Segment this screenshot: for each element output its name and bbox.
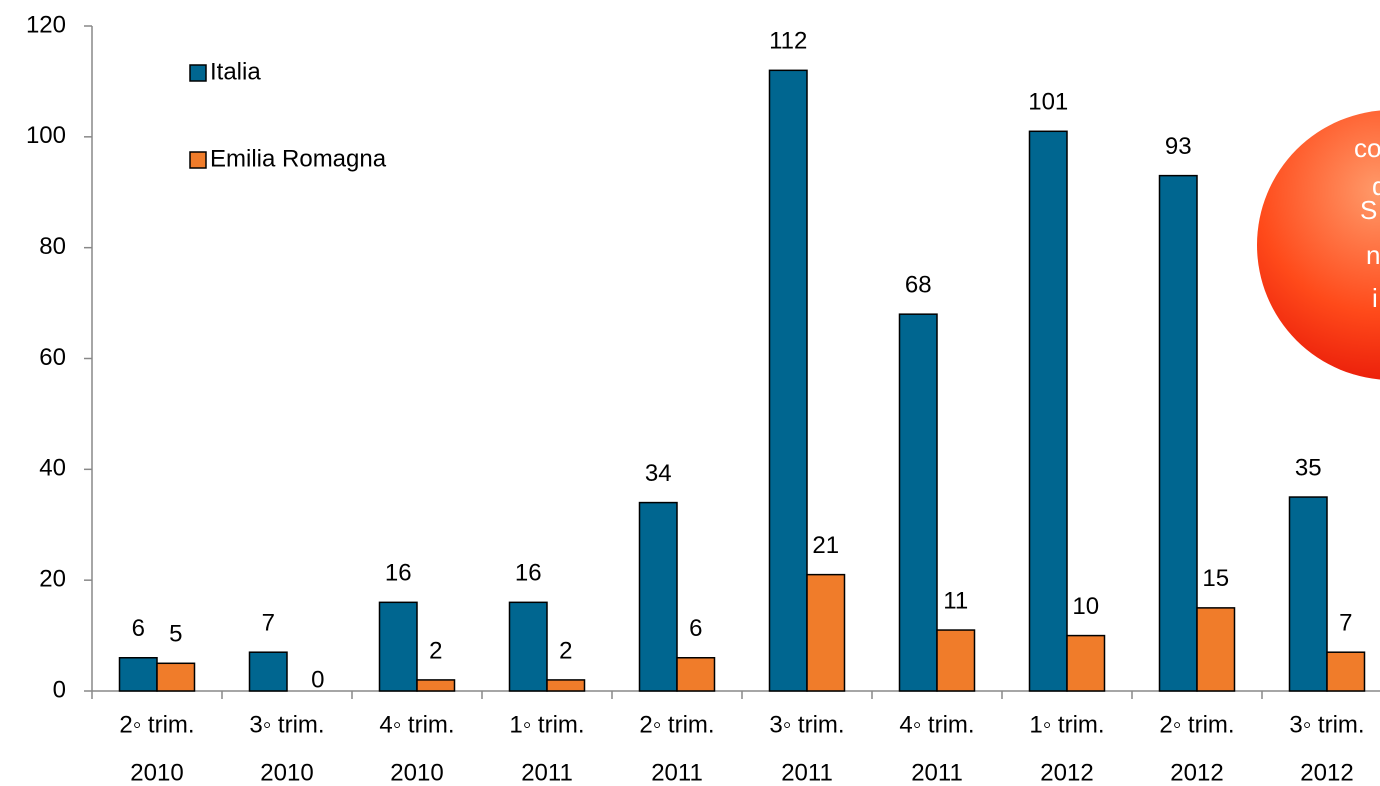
y-tick-label: 100: [26, 122, 66, 149]
legend-swatch: [189, 151, 207, 169]
bar: [378, 601, 418, 692]
callout-text: co: [1354, 133, 1380, 163]
callout-bubble: [1257, 110, 1380, 380]
legend-label: Italia: [210, 58, 261, 85]
x-tick-label: 2011: [781, 759, 833, 786]
legend-label: Emilia Romagna: [210, 145, 387, 172]
x-tick-label: 2012: [1300, 759, 1353, 786]
value-label: 101: [1028, 89, 1068, 116]
x-tick-label: 1◦ trim.: [509, 711, 584, 738]
x-tick-label: 3◦ trim.: [249, 711, 324, 738]
y-tick-label: 40: [39, 455, 66, 482]
callout-text: d: [1372, 171, 1380, 201]
x-tick-label: 2011: [651, 759, 703, 786]
bar: [898, 313, 938, 692]
value-label: 2: [429, 637, 442, 664]
value-label: 15: [1202, 565, 1229, 592]
y-tick-label: 120: [26, 11, 66, 38]
value-label: 112: [769, 28, 807, 55]
bar: [1028, 130, 1068, 692]
value-label: 6: [689, 615, 702, 642]
bar: [1196, 607, 1236, 692]
x-tick-label: 4◦ trim.: [899, 711, 974, 738]
value-label: 6: [132, 615, 145, 642]
x-tick-label: 2010: [260, 759, 313, 786]
y-tick-label: 0: [53, 676, 66, 703]
value-label: 2: [559, 637, 572, 664]
value-label: 34: [645, 460, 672, 487]
bar: [768, 69, 808, 692]
bar: [1066, 634, 1106, 692]
bar: [806, 573, 846, 692]
value-label: 0: [311, 666, 324, 693]
value-label: 16: [515, 560, 542, 587]
callout-text: S: [1360, 195, 1377, 225]
bar: [416, 679, 456, 692]
x-tick-label: 2012: [1040, 759, 1093, 786]
value-label: 10: [1072, 593, 1099, 620]
y-tick-label: 60: [39, 344, 66, 371]
x-tick-label: 1◦ trim.: [1029, 711, 1104, 738]
x-tick-label: 2◦ trim.: [639, 711, 714, 738]
value-label: 16: [385, 560, 412, 587]
bar: [676, 657, 716, 692]
value-label: 7: [262, 610, 275, 637]
bar: [546, 679, 586, 692]
value-label: 68: [905, 272, 932, 299]
x-tick-label: 2011: [521, 759, 573, 786]
y-tick-label: 80: [39, 233, 66, 260]
legend-swatch: [189, 64, 207, 82]
callout-text: i: [1372, 283, 1378, 313]
bar: [1288, 496, 1328, 692]
x-tick-label: 3◦ trim.: [1289, 711, 1364, 738]
x-tick-label: 2010: [390, 759, 443, 786]
bar: [156, 662, 196, 692]
value-label: 35: [1295, 454, 1322, 481]
bar: [1326, 651, 1366, 692]
x-tick-label: 2011: [911, 759, 963, 786]
x-tick-label: 2◦ trim.: [119, 711, 194, 738]
bar: [1158, 174, 1198, 692]
y-tick-label: 20: [39, 566, 66, 593]
x-tick-label: 3◦ trim.: [769, 711, 844, 738]
bar: [248, 651, 288, 692]
value-label: 21: [812, 532, 839, 559]
value-label: 7: [1339, 610, 1352, 637]
value-label: 11: [943, 587, 968, 614]
value-label: 5: [169, 621, 182, 648]
x-tick-label: 4◦ trim.: [379, 711, 454, 738]
bar: [936, 629, 976, 692]
x-tick-label: 2012: [1170, 759, 1223, 786]
x-tick-label: 2◦ trim.: [1159, 711, 1234, 738]
callout-text: n: [1366, 240, 1380, 270]
x-tick-label: 2010: [130, 759, 183, 786]
value-label: 93: [1165, 133, 1192, 160]
bar: [508, 601, 548, 692]
callout-text: Ir: [1366, 61, 1380, 91]
bar: [638, 501, 678, 692]
bar: [118, 657, 158, 692]
